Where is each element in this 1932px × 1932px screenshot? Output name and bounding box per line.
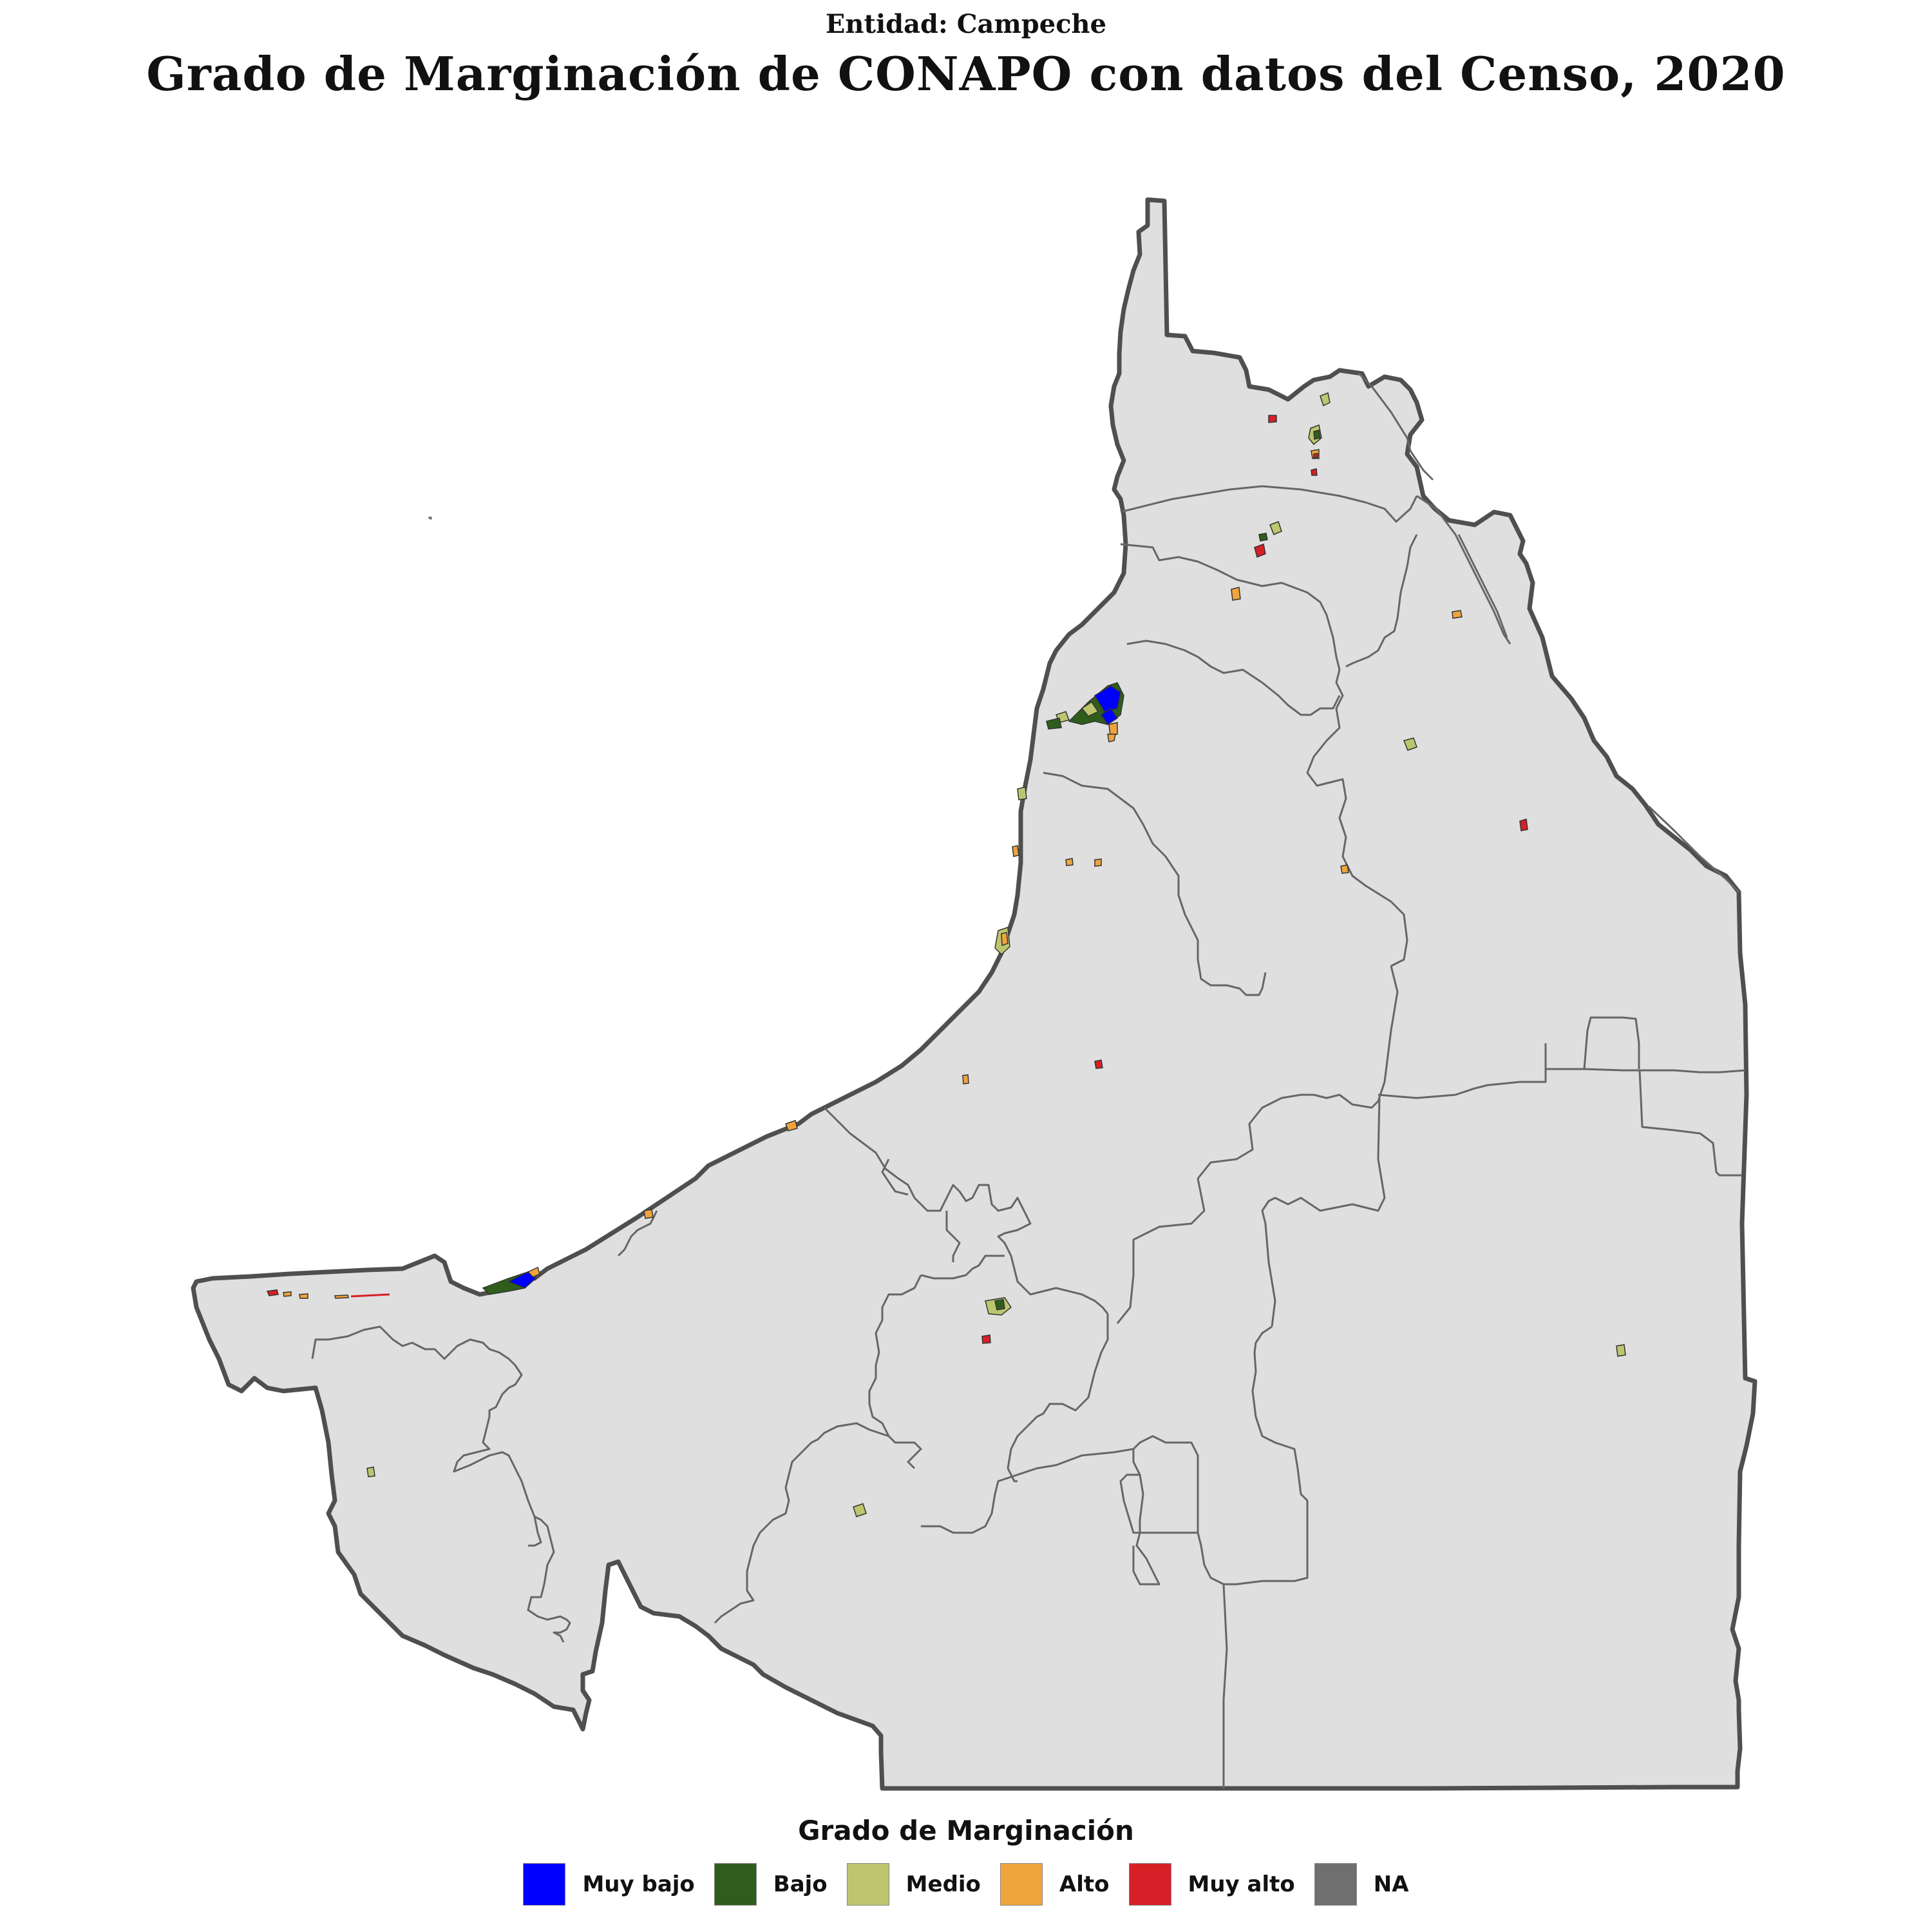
legend-label: Medio xyxy=(905,1871,981,1897)
legend-item-medio: Medio xyxy=(846,1863,981,1906)
legend-title: Grado de Marginación xyxy=(798,1815,1134,1846)
legend-swatch xyxy=(523,1863,566,1906)
legend-item-muy-bajo: Muy bajo xyxy=(523,1863,695,1906)
legend-swatch xyxy=(1128,1863,1171,1906)
legend-label: Bajo xyxy=(773,1871,828,1897)
legend-item-na: NA xyxy=(1314,1863,1409,1906)
legend-swatch xyxy=(846,1863,889,1906)
legend-swatch xyxy=(714,1863,757,1906)
localities xyxy=(266,392,1626,1517)
legend-label: NA xyxy=(1373,1871,1409,1897)
legend-item-alto: Alto xyxy=(999,1863,1110,1906)
map-subtitle: Entidad: Campeche xyxy=(825,9,1107,39)
legend-label: Muy bajo xyxy=(582,1871,695,1897)
legend: Muy bajo Bajo Medio Alto Muy alto NA xyxy=(0,1863,1932,1906)
legend-label: Muy alto xyxy=(1188,1871,1295,1897)
legend-label: Alto xyxy=(1059,1871,1110,1897)
legend-swatch xyxy=(1314,1863,1357,1906)
municipality-boundaries xyxy=(311,372,1746,1788)
state-outline xyxy=(191,197,1757,1791)
legend-swatch xyxy=(999,1863,1043,1906)
legend-item-muy-alto: Muy alto xyxy=(1128,1863,1295,1906)
map-title: Grado de Marginación de CONAPO con datos… xyxy=(146,46,1786,101)
legend-item-bajo: Bajo xyxy=(714,1863,828,1906)
island xyxy=(428,516,432,520)
